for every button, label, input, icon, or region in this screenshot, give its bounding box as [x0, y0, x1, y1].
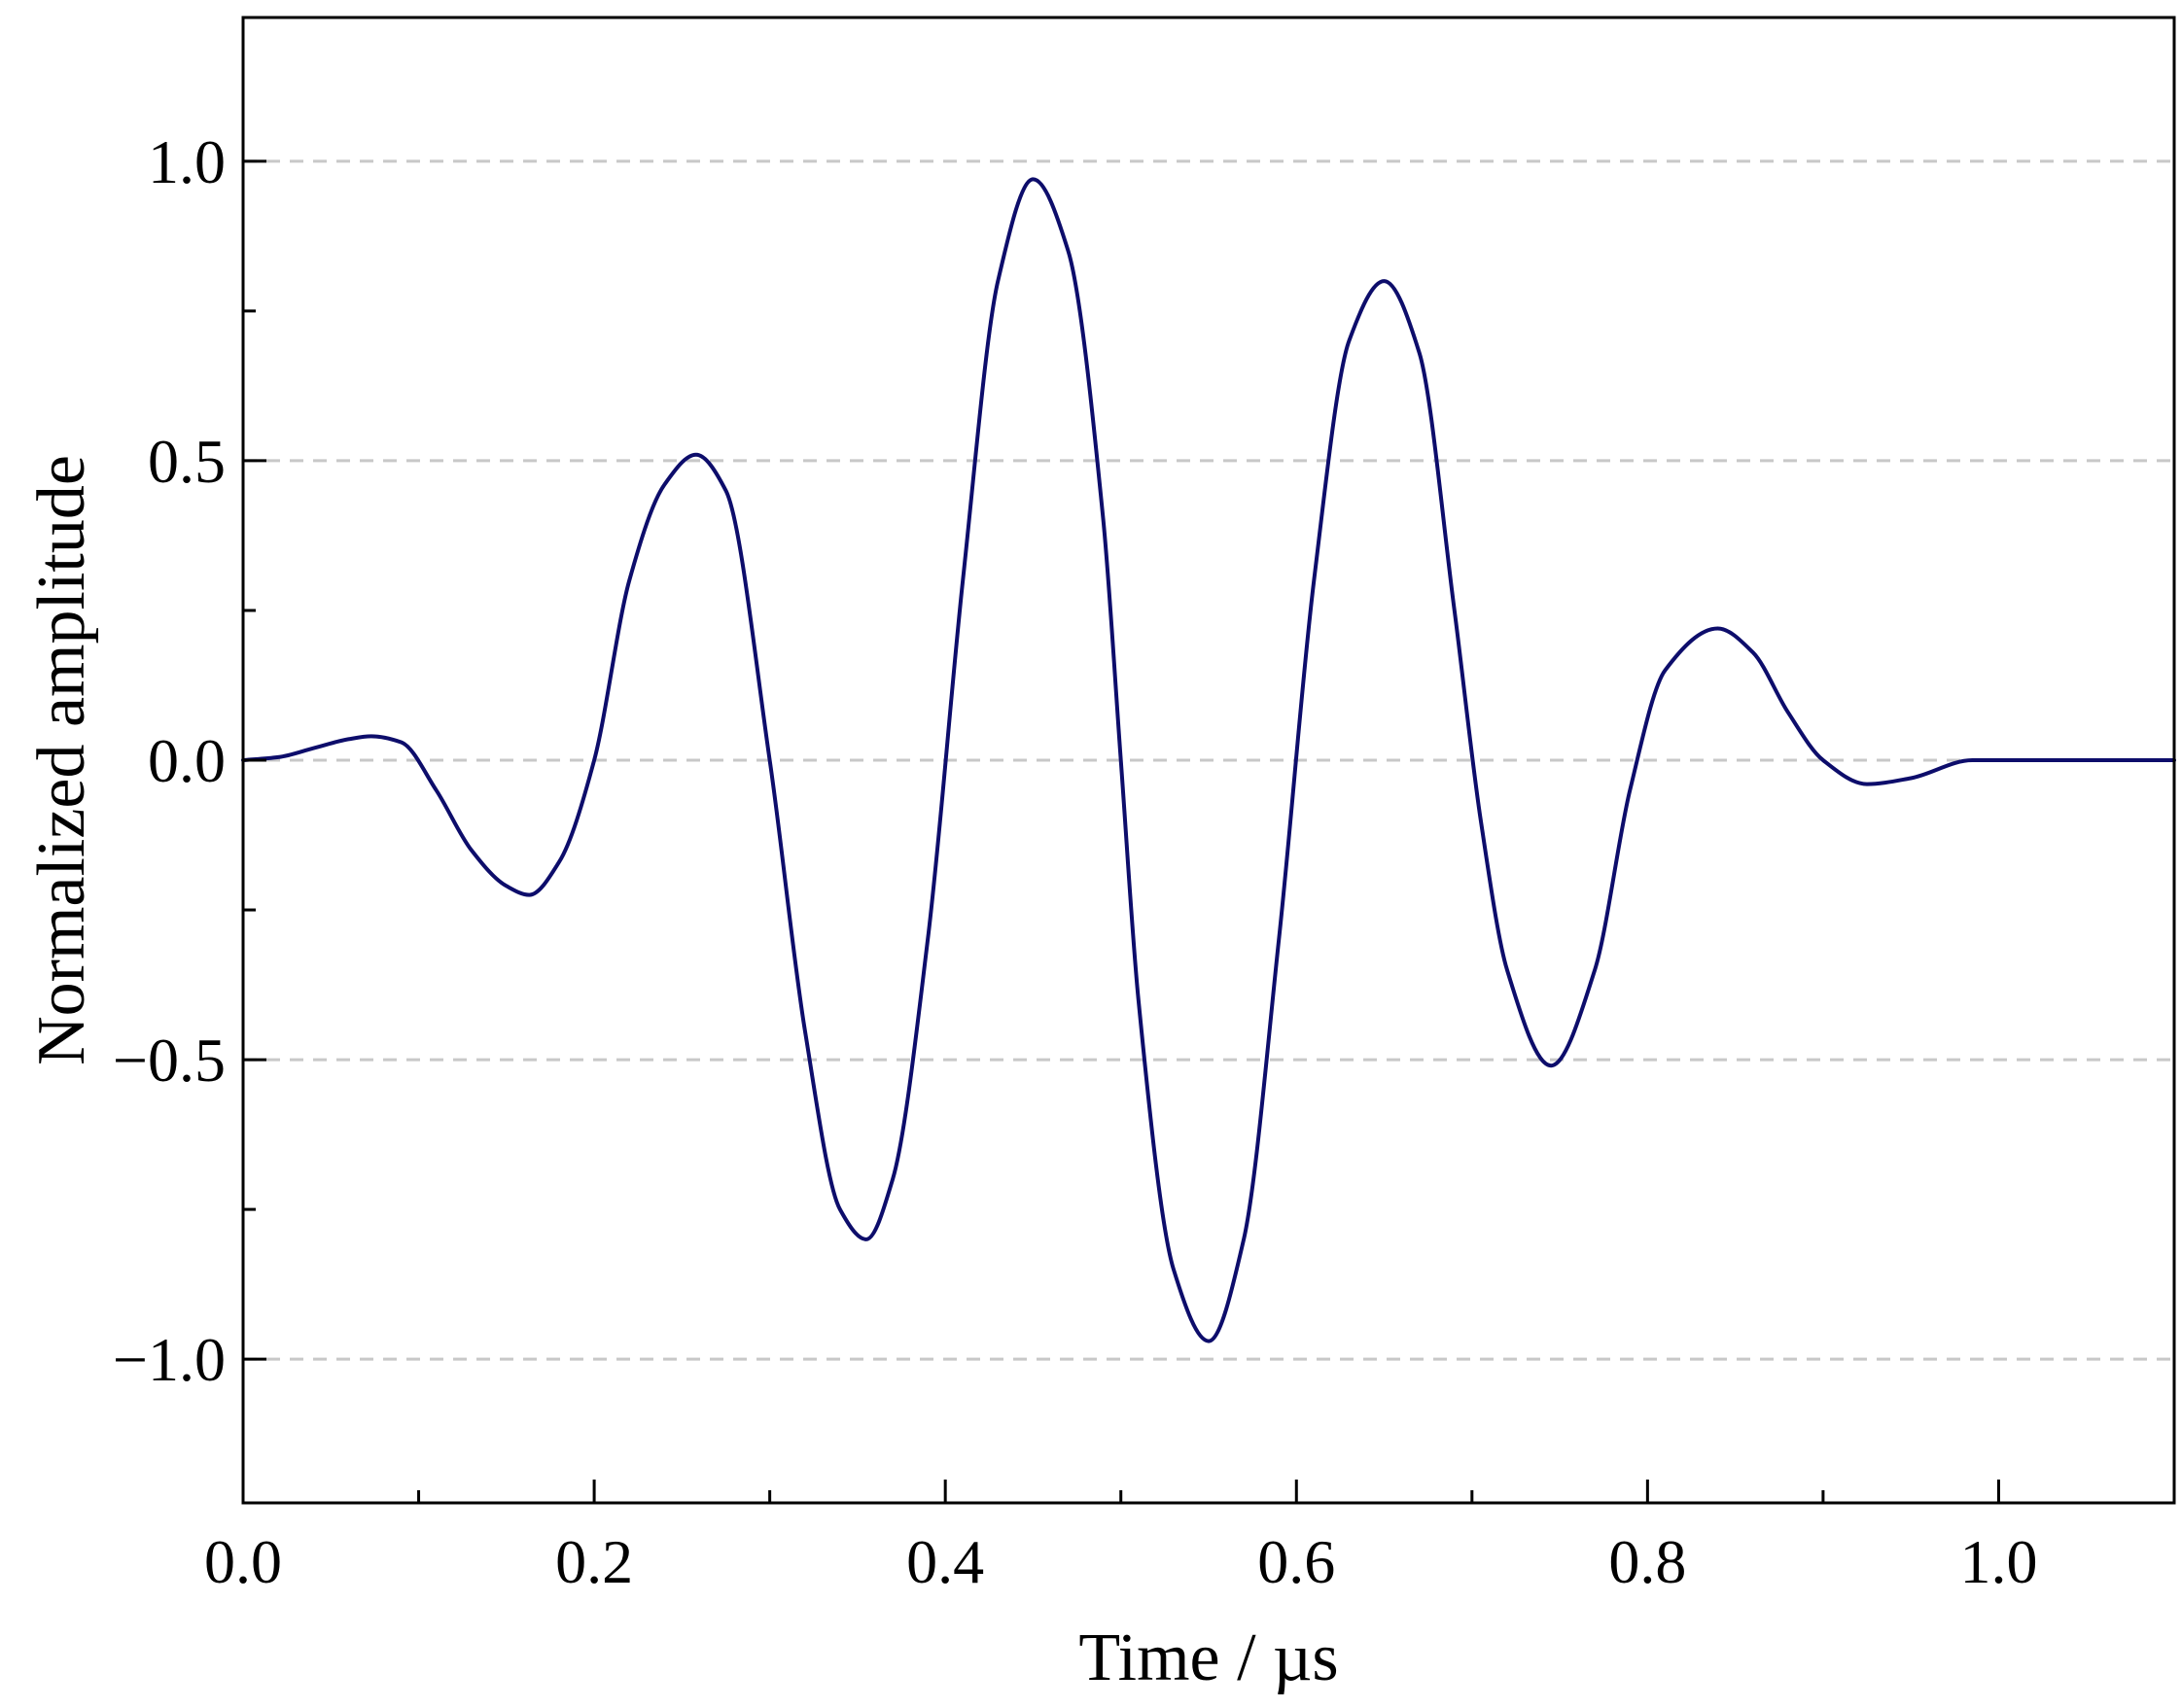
axis-ticks	[241, 159, 2000, 1503]
grid-lines	[243, 159, 2174, 1361]
tick-labels: 0.0 0.2 0.4 0.6 0.8 1.0 −1.0 −0.5 0.0 0.5 1.0	[113, 127, 2038, 1596]
x-axis-label: Time / µs	[1078, 1621, 1338, 1695]
x-tick-label-0: 0.0	[204, 1527, 282, 1596]
series-line	[241, 177, 2176, 1343]
x-tick-label-3: 0.6	[1257, 1527, 1335, 1596]
x-tick-label-2: 0.4	[906, 1527, 984, 1596]
x-tick-label-4: 0.8	[1608, 1527, 1686, 1596]
y-axis-label: Normalized amplitude	[24, 455, 99, 1065]
y-tick-label-1: −0.5	[113, 1026, 226, 1095]
series-layer	[241, 177, 2176, 1343]
y-tick-label-0: −1.0	[113, 1325, 226, 1394]
x-tick-label-5: 1.0	[1959, 1527, 2037, 1596]
x-tick-label-1: 0.2	[555, 1527, 633, 1596]
y-tick-label-4: 1.0	[148, 127, 226, 196]
y-tick-label-3: 0.5	[148, 427, 226, 496]
y-tick-label-2: 0.0	[148, 726, 226, 795]
